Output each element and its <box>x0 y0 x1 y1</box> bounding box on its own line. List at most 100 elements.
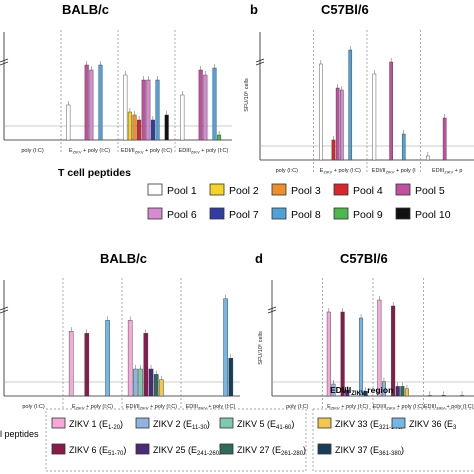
panel-b-ylabel: SFU/10⁶ cells <box>243 78 250 112</box>
x-tick-label: poly (I:C) <box>276 168 298 174</box>
x-tick-label: EZIKV + poly (I:C) <box>320 168 361 175</box>
x-tick-label: EDIIIZIKV + poly (I:C) <box>186 404 236 411</box>
panel-c-title: BALB/c <box>100 251 147 266</box>
bar-3-3-0 <box>427 395 432 397</box>
legend-top-label: Pool 3 <box>291 185 321 197</box>
legend-top-swatch <box>209 183 225 196</box>
bar-0-3-0 <box>180 94 185 141</box>
bar-3-3-7 <box>460 395 465 397</box>
legend-bottom-label: ZIKV 27 (E261-280) <box>237 445 306 457</box>
x-tick-label: EZIKV + poly (I:C) <box>72 404 113 411</box>
legend-top: Pool 1 Pool 2 Pool 3 Pool 4 Pool 5 Pool 6 Pool… <box>147 183 451 221</box>
bar-0-1-0 <box>66 104 71 141</box>
x-tick-label: EDIIIZIKV + poly (I:C) <box>179 148 229 155</box>
panel-d-title: C57Bl/6 <box>340 251 388 266</box>
axis-break-mark <box>267 306 277 311</box>
bar-1-2-0 <box>372 73 377 161</box>
legend-bottom-swatch <box>51 443 66 455</box>
x-tick-label: EDIIIZIKV + poly (I:C) <box>424 404 474 411</box>
legend-bottom-swatch <box>219 443 234 455</box>
bar-1-1-3 <box>331 139 336 161</box>
panel-d-ylabel: SFU/10⁶ cells <box>257 331 264 365</box>
legend-bottom-label: ZIKV 37 (E361-380) <box>335 445 404 457</box>
bar-2-2-6 <box>159 379 164 397</box>
axis-break-mark <box>0 58 9 63</box>
legend-bottom-label: ZIKV 25 (E241-260) <box>153 445 222 457</box>
legend-bottom-label: ZIKV 1 (E1-20) <box>69 419 123 431</box>
x-tick-label: poly (I:C) <box>22 404 44 410</box>
legend-top-label: Pool 8 <box>291 209 321 221</box>
bar-2-2-1 <box>133 368 138 397</box>
legend-top-swatch <box>333 183 349 196</box>
panel-c-plot: poly (I:C) EZIKV + poly (I:C) EDI/IIZIKV +… <box>0 278 240 411</box>
bar-2-1-0 <box>68 331 74 397</box>
axis-break-mark <box>267 309 277 314</box>
panel-b-title: C57Bl/6 <box>321 2 369 17</box>
legend-top-label: Pool 10 <box>415 209 451 221</box>
legend-top-swatch <box>333 207 349 220</box>
legend-top-label: Pool 2 <box>229 185 259 197</box>
bar-0-3-4 <box>198 69 203 141</box>
bar-3-3-3 <box>441 395 446 397</box>
panel-d-label: d <box>255 251 263 266</box>
bar-1-1-7 <box>348 49 353 161</box>
bar-0-1-5 <box>89 69 94 141</box>
bar-0-2-0 <box>123 74 128 141</box>
x-tick-label: EDI/IIZIKV + poly (I:C) <box>373 404 424 411</box>
bar-1-1-4 <box>335 87 340 161</box>
x-tick-label: EDI/IIZIKV + poly (I:C) <box>126 404 177 411</box>
legend-bottom-label: ZIKV 2 (E11-30) <box>153 419 210 431</box>
bar-2-2-4 <box>148 368 154 397</box>
bar-2-2-0 <box>127 320 133 397</box>
legend-bottom-label: ZIKV 5 (E41-60) <box>237 419 294 431</box>
legend-top-swatch <box>147 183 163 196</box>
bar-2-2-3 <box>143 333 149 397</box>
legend-top-swatch <box>395 183 411 196</box>
bar-0-2-6 <box>150 119 155 141</box>
bar-0-2-4 <box>141 79 146 141</box>
bar-2-1-7 <box>105 320 110 397</box>
bar-0-2-5 <box>146 79 151 141</box>
legend-top-swatch <box>209 207 225 220</box>
bar-1-3-0 <box>426 155 430 161</box>
axis-break-mark <box>0 61 9 66</box>
legend-top-swatch <box>395 207 411 220</box>
region-label: EDI/IIZIKV region <box>330 385 393 397</box>
legend-top-label: Pool 5 <box>415 185 445 197</box>
bar-2-3-8 <box>228 358 234 397</box>
bar-0-1-7 <box>98 64 103 141</box>
bar-1-1-0 <box>319 63 323 161</box>
axis-break-mark <box>255 58 265 63</box>
x-tick-label: EZIKV + poly (I:C) <box>69 148 110 155</box>
panel-a-title: BALB/c <box>62 2 109 17</box>
bar-0-2-9 <box>164 114 169 141</box>
bar-0-3-7 <box>212 67 217 141</box>
x-tick-label: EZIKV + poly (I:C) <box>327 404 368 411</box>
panel-b-plot: poly (I:C) EZIKV + poly (I:C) EDI/IIZIKV +… <box>255 30 474 175</box>
bar-2-3-7 <box>223 298 228 397</box>
bar-3-2-5 <box>400 386 405 397</box>
x-tick-label: poly (I:C) <box>21 148 43 154</box>
legend-bottom-label: ZIKV 6 (E51-70) <box>69 445 126 457</box>
legend-bottom-swatch <box>135 443 150 455</box>
bar-0-2-2 <box>132 114 137 141</box>
bar-3-1-7 <box>359 317 364 397</box>
legend-bottom-swatch <box>317 417 332 429</box>
x-tick-label: EDI/IIZIKV + poly (I <box>372 168 416 175</box>
bar-2-2-2 <box>138 368 143 397</box>
legend-top-label: Pool 9 <box>353 209 383 221</box>
legend-top-swatch <box>271 183 287 196</box>
bar-1-3-4 <box>442 117 447 161</box>
legend-bottom-swatch <box>317 443 332 455</box>
legend-bottom-swatch <box>219 417 234 429</box>
bar-3-2-4 <box>395 386 400 397</box>
legend-bottom-swatch <box>391 417 406 429</box>
x-tick-label: EDIIIZIKV + p <box>432 168 462 175</box>
legend-bottom-right-box <box>312 408 474 472</box>
legend-top-label: Pool 6 <box>167 209 197 221</box>
legend-top-label: Pool 1 <box>167 185 197 197</box>
bar-1-2-7 <box>401 133 406 161</box>
legend-bottom: ZIKV 1 (E1-20) ZIKV 2 (E11-30) ZIKV 5 (E41… <box>51 417 457 457</box>
legend-bottom-swatch <box>135 417 150 429</box>
